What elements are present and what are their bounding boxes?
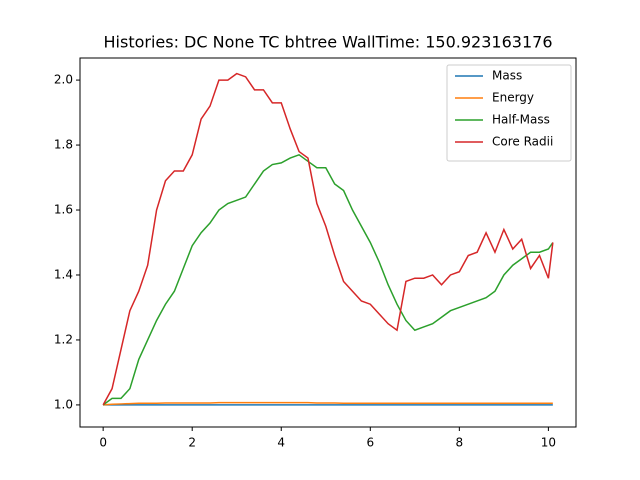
x-tick-label: 4 [277,436,285,450]
x-tick-label: 2 [188,436,196,450]
x-tick-label: 10 [541,436,556,450]
series-line [102,72,554,406]
legend-label: Half-Mass [492,113,550,127]
y-tick-label: 1.2 [54,332,73,346]
series-line [102,153,554,406]
x-tick-label: 0 [99,436,107,450]
series-line [103,401,553,406]
y-tick-label: 1.8 [54,138,73,152]
y-tick-label: 1.6 [54,203,73,217]
x-tick-label: 6 [366,436,374,450]
chart-title: Histories: DC None TC bhtree WallTime: 1… [104,33,553,52]
legend-label: Core Radii [492,135,553,149]
y-tick-label: 1.4 [54,267,73,281]
plot-frame [79,57,577,428]
legend-label: Mass [492,69,522,83]
y-tick-label: 1.0 [54,397,73,411]
y-tick-label: 2.0 [54,73,73,87]
legend-label: Energy [492,91,534,105]
x-tick-label: 8 [456,436,464,450]
legend-box [446,64,572,162]
